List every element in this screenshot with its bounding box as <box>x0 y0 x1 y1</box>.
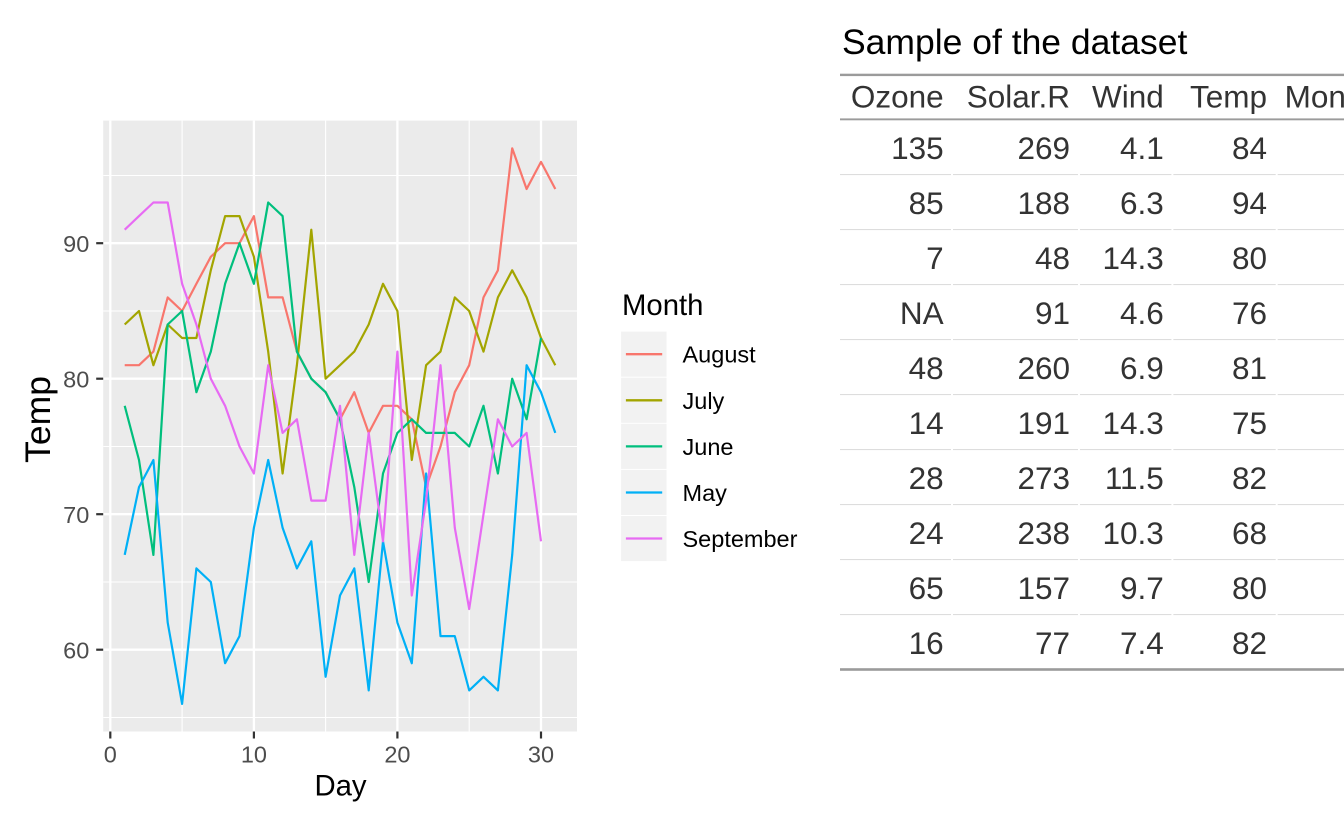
svg-text:4.6: 4.6 <box>1120 295 1164 331</box>
svg-text:Month: Month <box>1285 79 1344 115</box>
svg-text:76: 76 <box>1232 295 1267 331</box>
svg-text:28: 28 <box>909 460 944 496</box>
svg-text:269: 269 <box>1017 130 1070 166</box>
svg-text:82: 82 <box>1232 460 1267 496</box>
svg-text:84: 84 <box>1232 130 1267 166</box>
svg-text:65: 65 <box>909 570 944 606</box>
svg-text:48: 48 <box>1035 240 1070 276</box>
svg-text:260: 260 <box>1017 350 1070 386</box>
svg-text:68: 68 <box>1232 515 1267 551</box>
svg-text:14.3: 14.3 <box>1102 240 1163 276</box>
svg-text:82: 82 <box>1232 625 1267 661</box>
svg-text:7.4: 7.4 <box>1120 625 1164 661</box>
svg-text:0: 0 <box>104 742 117 768</box>
svg-text:85: 85 <box>909 185 944 221</box>
svg-text:30: 30 <box>528 742 554 768</box>
svg-text:Month: Month <box>622 289 703 322</box>
svg-text:Solar.R: Solar.R <box>967 79 1070 115</box>
svg-text:Ozone: Ozone <box>851 79 944 115</box>
svg-text:6.3: 6.3 <box>1120 185 1164 221</box>
svg-text:9.7: 9.7 <box>1120 570 1164 606</box>
svg-text:Wind: Wind <box>1092 79 1164 115</box>
svg-text:75: 75 <box>1232 405 1267 441</box>
svg-text:14.3: 14.3 <box>1102 405 1163 441</box>
svg-text:80: 80 <box>1232 570 1267 606</box>
svg-text:273: 273 <box>1017 460 1070 496</box>
svg-text:10: 10 <box>241 742 267 768</box>
svg-text:September: September <box>683 526 798 552</box>
svg-text:90: 90 <box>63 231 89 257</box>
svg-text:4.1: 4.1 <box>1120 130 1164 166</box>
svg-text:191: 191 <box>1017 405 1070 441</box>
svg-text:Sample of the dataset: Sample of the dataset <box>842 22 1187 62</box>
svg-text:94: 94 <box>1232 185 1267 221</box>
svg-text:11.5: 11.5 <box>1105 460 1164 496</box>
svg-text:80: 80 <box>1232 240 1267 276</box>
svg-text:24: 24 <box>909 515 944 551</box>
svg-text:Day: Day <box>314 770 366 803</box>
svg-text:16: 16 <box>909 625 944 661</box>
svg-text:48: 48 <box>909 350 944 386</box>
svg-text:6.9: 6.9 <box>1120 350 1164 386</box>
svg-text:70: 70 <box>63 502 89 528</box>
svg-text:238: 238 <box>1017 515 1070 551</box>
svg-text:81: 81 <box>1232 350 1267 386</box>
svg-text:NA: NA <box>900 295 944 331</box>
svg-text:91: 91 <box>1035 295 1070 331</box>
svg-text:188: 188 <box>1017 185 1070 221</box>
svg-text:August: August <box>683 342 757 368</box>
svg-text:80: 80 <box>63 367 89 393</box>
svg-text:Temp: Temp <box>18 376 58 463</box>
svg-text:14: 14 <box>909 405 944 441</box>
svg-text:May: May <box>683 480 728 506</box>
svg-text:157: 157 <box>1017 570 1070 606</box>
svg-text:7: 7 <box>926 240 944 276</box>
svg-text:60: 60 <box>63 638 89 664</box>
svg-text:10.3: 10.3 <box>1102 515 1163 551</box>
svg-text:July: July <box>683 388 725 414</box>
svg-text:20: 20 <box>384 742 410 768</box>
svg-text:Temp: Temp <box>1190 79 1267 115</box>
svg-text:135: 135 <box>891 130 944 166</box>
svg-text:June: June <box>683 434 734 460</box>
svg-text:77: 77 <box>1035 625 1070 661</box>
